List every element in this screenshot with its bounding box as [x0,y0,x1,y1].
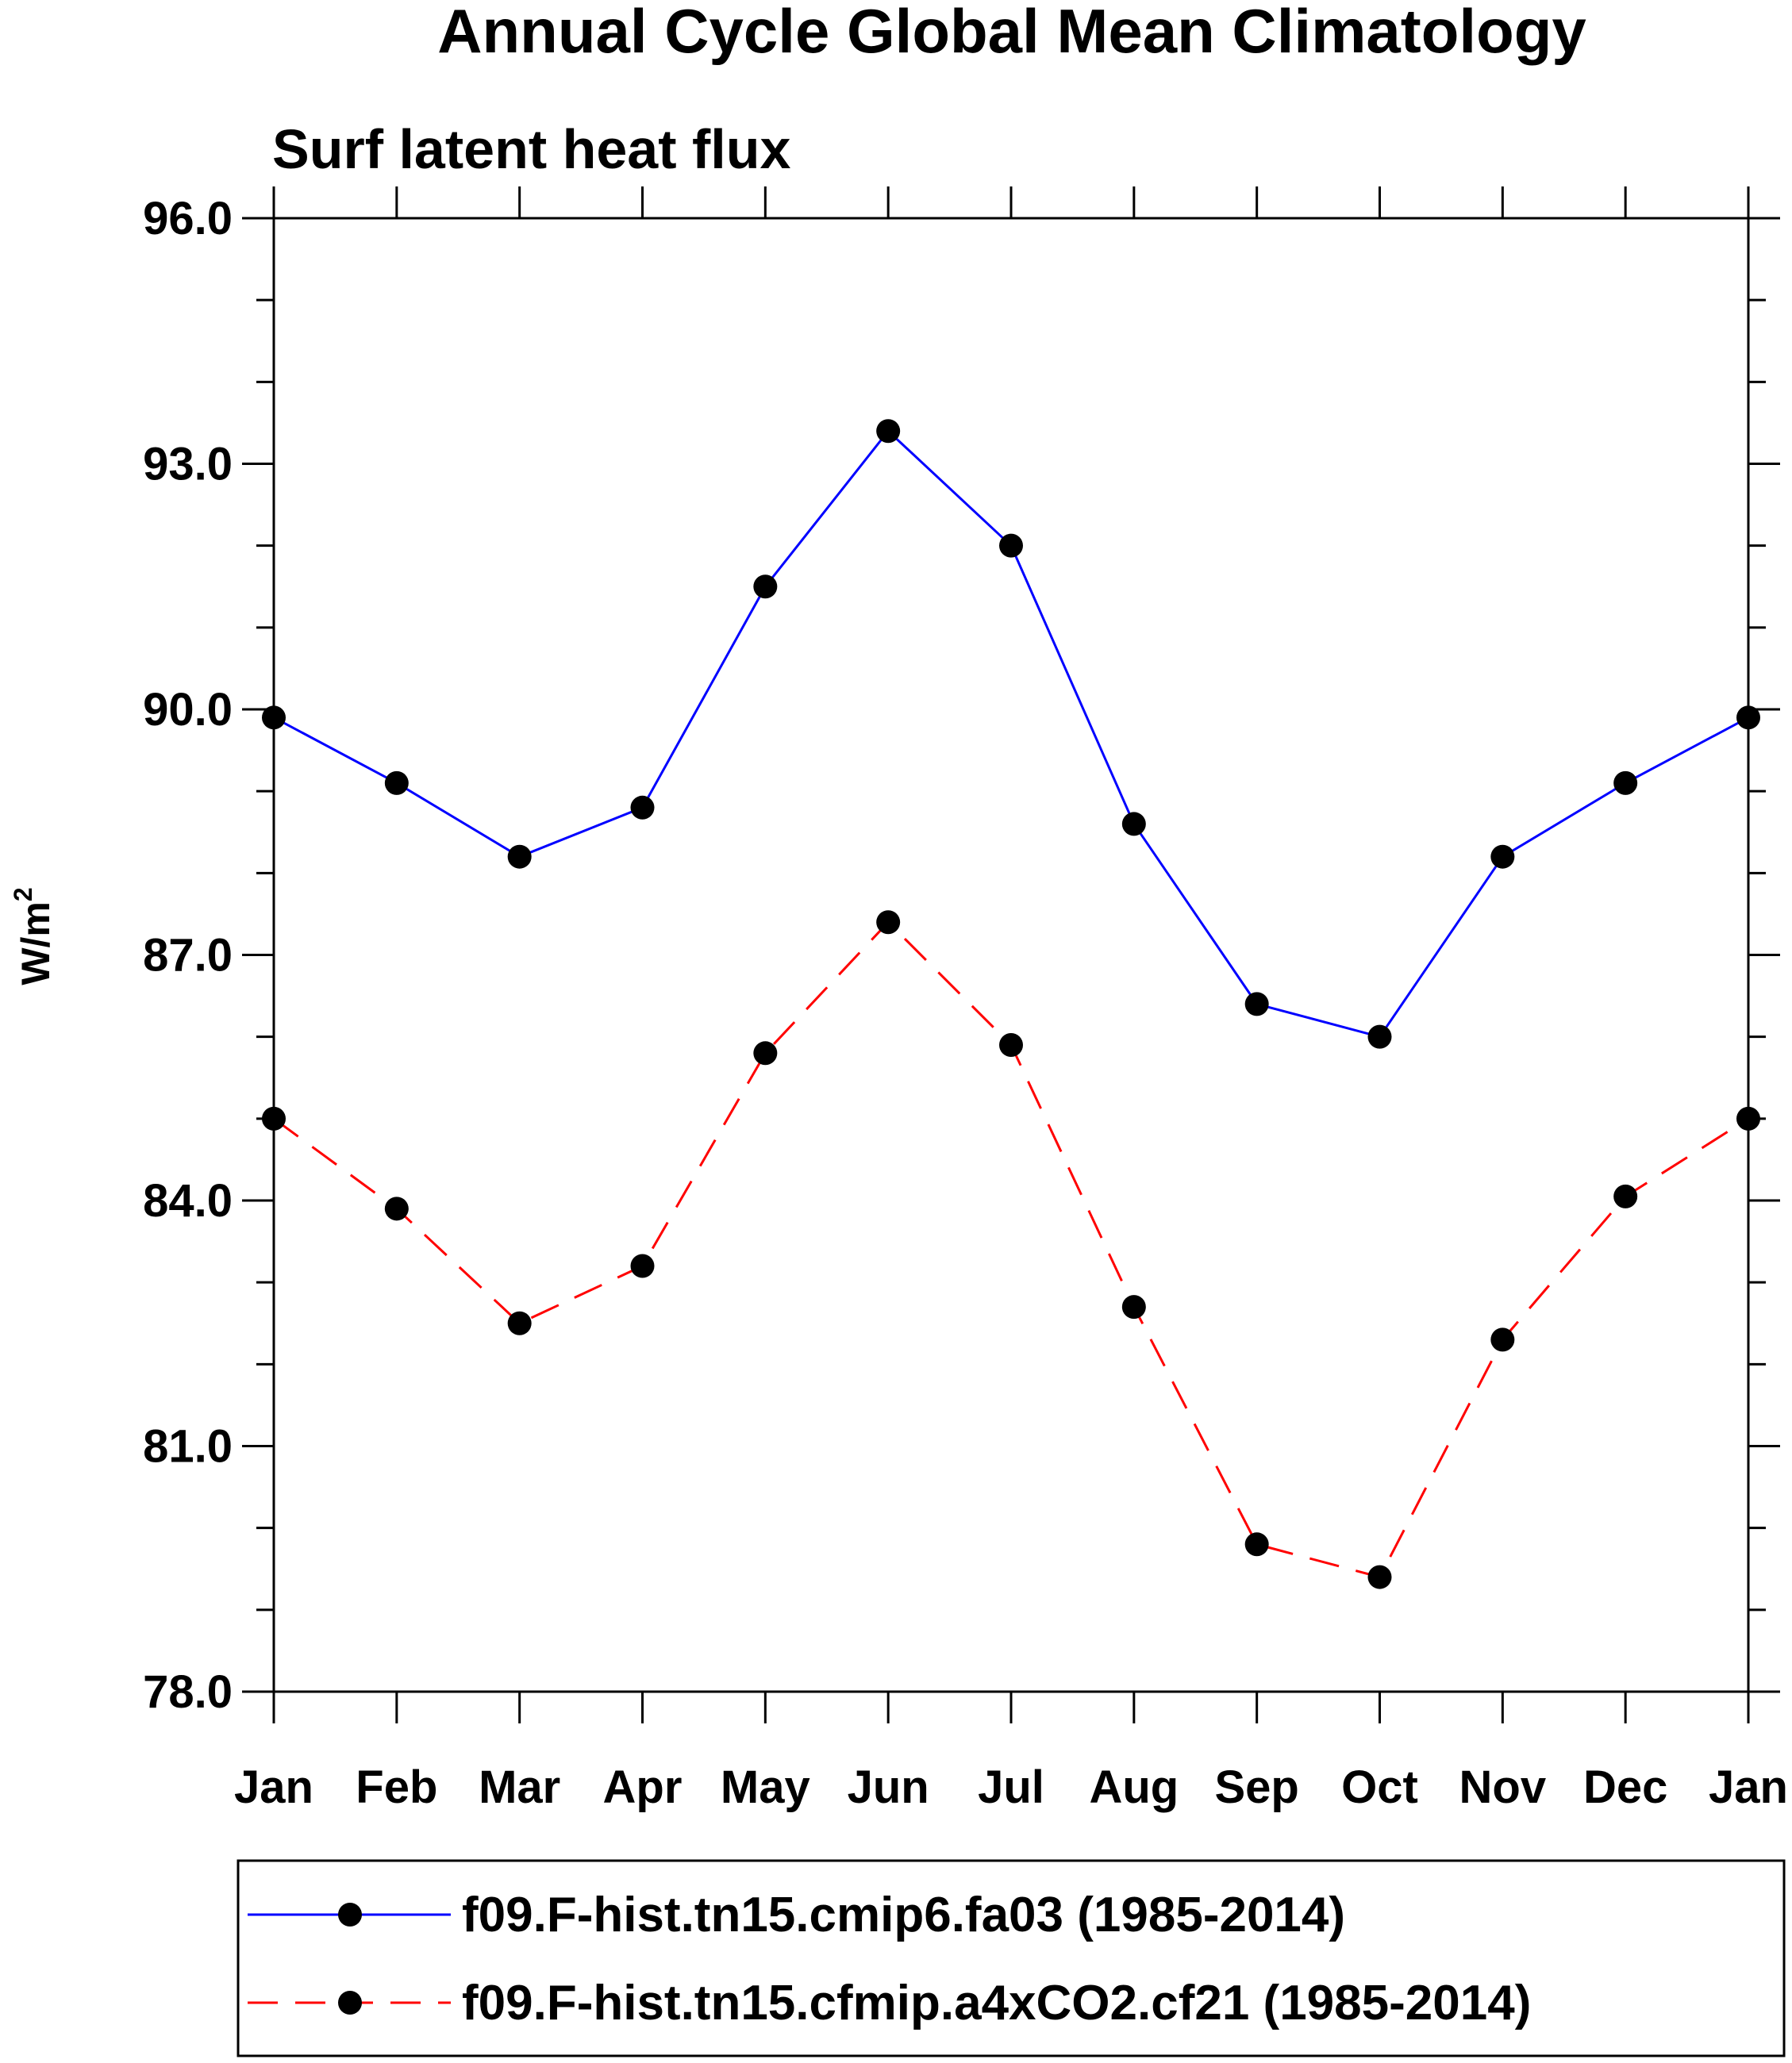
y-axis-label-main: W/m [13,901,58,985]
series-1-point [262,1106,286,1131]
x-tick-label: May [721,1761,810,1813]
series-1-point [1736,1106,1760,1131]
series-0-point [1490,844,1515,869]
series-0-point [876,419,901,444]
series-0-point [262,705,286,730]
x-tick-label: Dec [1583,1761,1667,1813]
series-0-point [1121,812,1146,836]
chart-title: Annual Cycle Global Mean Climatology [437,0,1586,66]
series-1-point [1244,1532,1269,1557]
series-1-point [1613,1184,1638,1208]
x-tick-label: Jul [978,1761,1044,1813]
series-0-point [753,574,778,599]
series-line-1 [273,920,1749,1579]
series-0-point [630,795,655,820]
series-1-point [876,910,901,935]
series-0-point [1736,705,1760,730]
legend-marker-0 [338,1903,362,1927]
y-tick-label: 84.0 [143,1175,233,1227]
series-1-point [753,1041,778,1066]
legend-box [236,1859,1786,2057]
x-tick-label: Oct [1341,1761,1418,1813]
series-1-point [1121,1295,1146,1320]
series-0-point [1367,1024,1392,1049]
legend-label-0: f09.F-hist.tn15.cmip6.fa03 (1985-2014) [462,1888,1345,1942]
x-tick-label: Jan [234,1761,313,1813]
plot-frame [272,217,1750,1693]
x-tick-label: Nov [1459,1761,1547,1813]
x-tick-label: Mar [479,1761,560,1813]
series-0-point [1613,770,1638,795]
series-1-point [1490,1327,1515,1352]
series-line-0 [273,429,1749,1039]
x-tick-label: Feb [356,1761,437,1813]
series-0-point [1244,992,1269,1016]
y-tick-label: 93.0 [143,439,233,490]
series-0-point [384,770,409,795]
x-tick-label: Jan [1709,1761,1788,1813]
y-tick-label: 78.0 [143,1666,233,1718]
y-tick-label: 87.0 [143,930,233,982]
chart-subtitle: Surf latent heat flux [272,118,790,180]
x-tick-label: Aug [1089,1761,1179,1813]
series-1-point [384,1197,409,1221]
y-axis-label: W/m2 [9,887,58,985]
series-1-point [1367,1565,1392,1589]
y-tick-label: 81.0 [143,1421,233,1473]
series-0-point [507,844,532,869]
x-tick-label: Sep [1214,1761,1298,1813]
series-1-point [999,1032,1023,1057]
x-tick-label: Apr [603,1761,683,1813]
legend-marker-1 [338,1991,362,2015]
legend: f09.F-hist.tn15.cmip6.fa03 (1985-2014) f… [236,1859,1786,2057]
legend-label-1: f09.F-hist.tn15.cfmip.a4xCO2.cf21 (1985-… [462,1976,1531,2030]
series-layer [262,419,1760,1589]
axes-layer: 78.0 81.0 84.0 87.0 90.0 93.0 96.0 Jan Feb Mar Apr… [143,186,1788,1813]
series-0-point [999,533,1023,558]
y-axis-label-superscript: 2 [9,887,37,901]
x-tick-label: Jun [848,1761,929,1813]
series-1-point [630,1254,655,1278]
y-tick-label: 90.0 [143,684,233,736]
series-1-point [507,1311,532,1335]
y-tick-label: 96.0 [143,193,233,244]
